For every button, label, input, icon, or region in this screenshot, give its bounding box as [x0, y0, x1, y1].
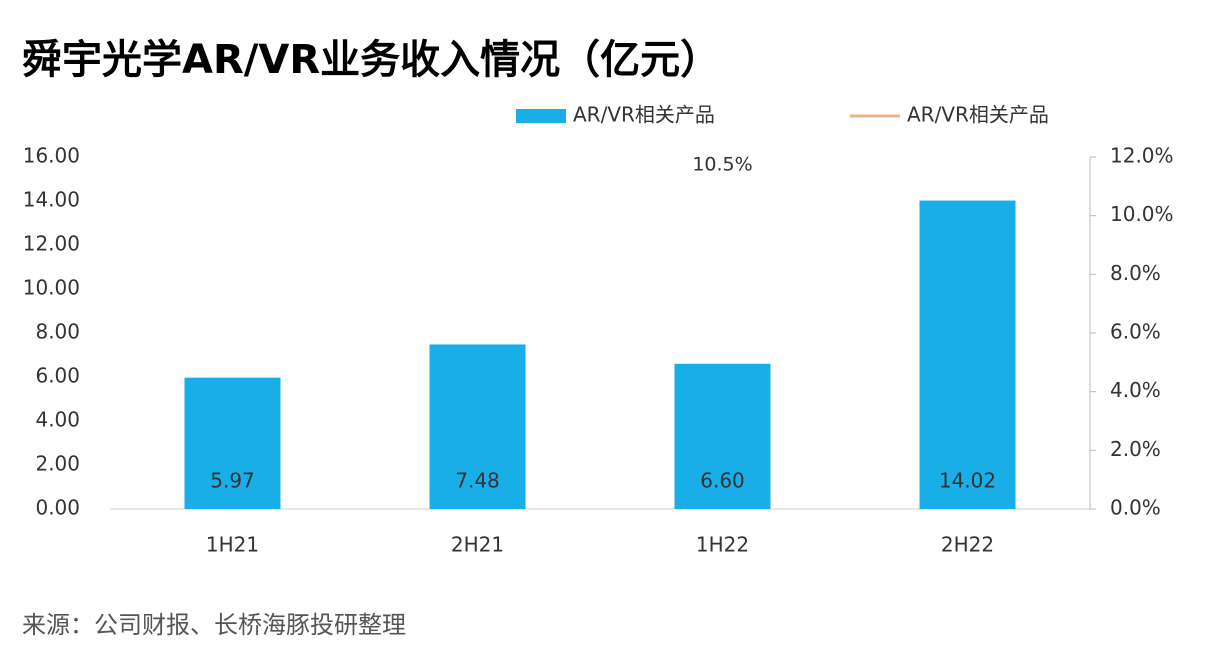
legend-label: AR/VR相关产品 [573, 103, 715, 127]
y-tick-label: 2.00 [35, 452, 80, 476]
bar [429, 344, 526, 509]
bar [184, 377, 281, 509]
y2-tick-label: 8.0% [1110, 261, 1161, 285]
bar-value-label: 7.48 [455, 469, 500, 493]
bar-value-label: 14.02 [939, 469, 996, 493]
y-tick-label: 6.00 [35, 364, 80, 388]
y2-tick-label: 10.0% [1110, 202, 1174, 226]
y-tick-label: 4.00 [35, 408, 80, 432]
y2-tick-label: 4.0% [1110, 378, 1161, 402]
x-tick-label: 1H22 [696, 533, 749, 557]
y2-tick-label: 6.0% [1110, 320, 1161, 344]
bar-value-label: 6.60 [700, 469, 745, 493]
y-tick-label: 0.00 [35, 496, 80, 520]
x-tick-label: 2H22 [941, 533, 994, 557]
legend-label: AR/VR相关产品 [907, 103, 1049, 127]
y-tick-label: 16.00 [23, 144, 80, 168]
y2-tick-label: 12.0% [1110, 144, 1174, 168]
bar [674, 363, 771, 509]
bar [919, 200, 1016, 509]
x-tick-label: 1H21 [206, 533, 259, 557]
y-tick-label: 14.00 [23, 188, 80, 212]
source-note: 来源：公司财报、长桥海豚投研整理 [22, 611, 406, 639]
y2-tick-label: 0.0% [1110, 496, 1161, 520]
y-tick-label: 12.00 [23, 232, 80, 256]
y-tick-label: 8.00 [35, 320, 80, 344]
legend-swatch [516, 109, 566, 123]
y-tick-label: 10.00 [23, 276, 80, 300]
bar-value-label: 5.97 [210, 469, 255, 493]
y2-tick-label: 2.0% [1110, 437, 1161, 461]
line-value-label: 10.5% [692, 154, 752, 176]
x-tick-label: 2H21 [451, 533, 504, 557]
chart-title: 舜宇光学AR/VR业务收入情况（亿元） [22, 37, 720, 83]
